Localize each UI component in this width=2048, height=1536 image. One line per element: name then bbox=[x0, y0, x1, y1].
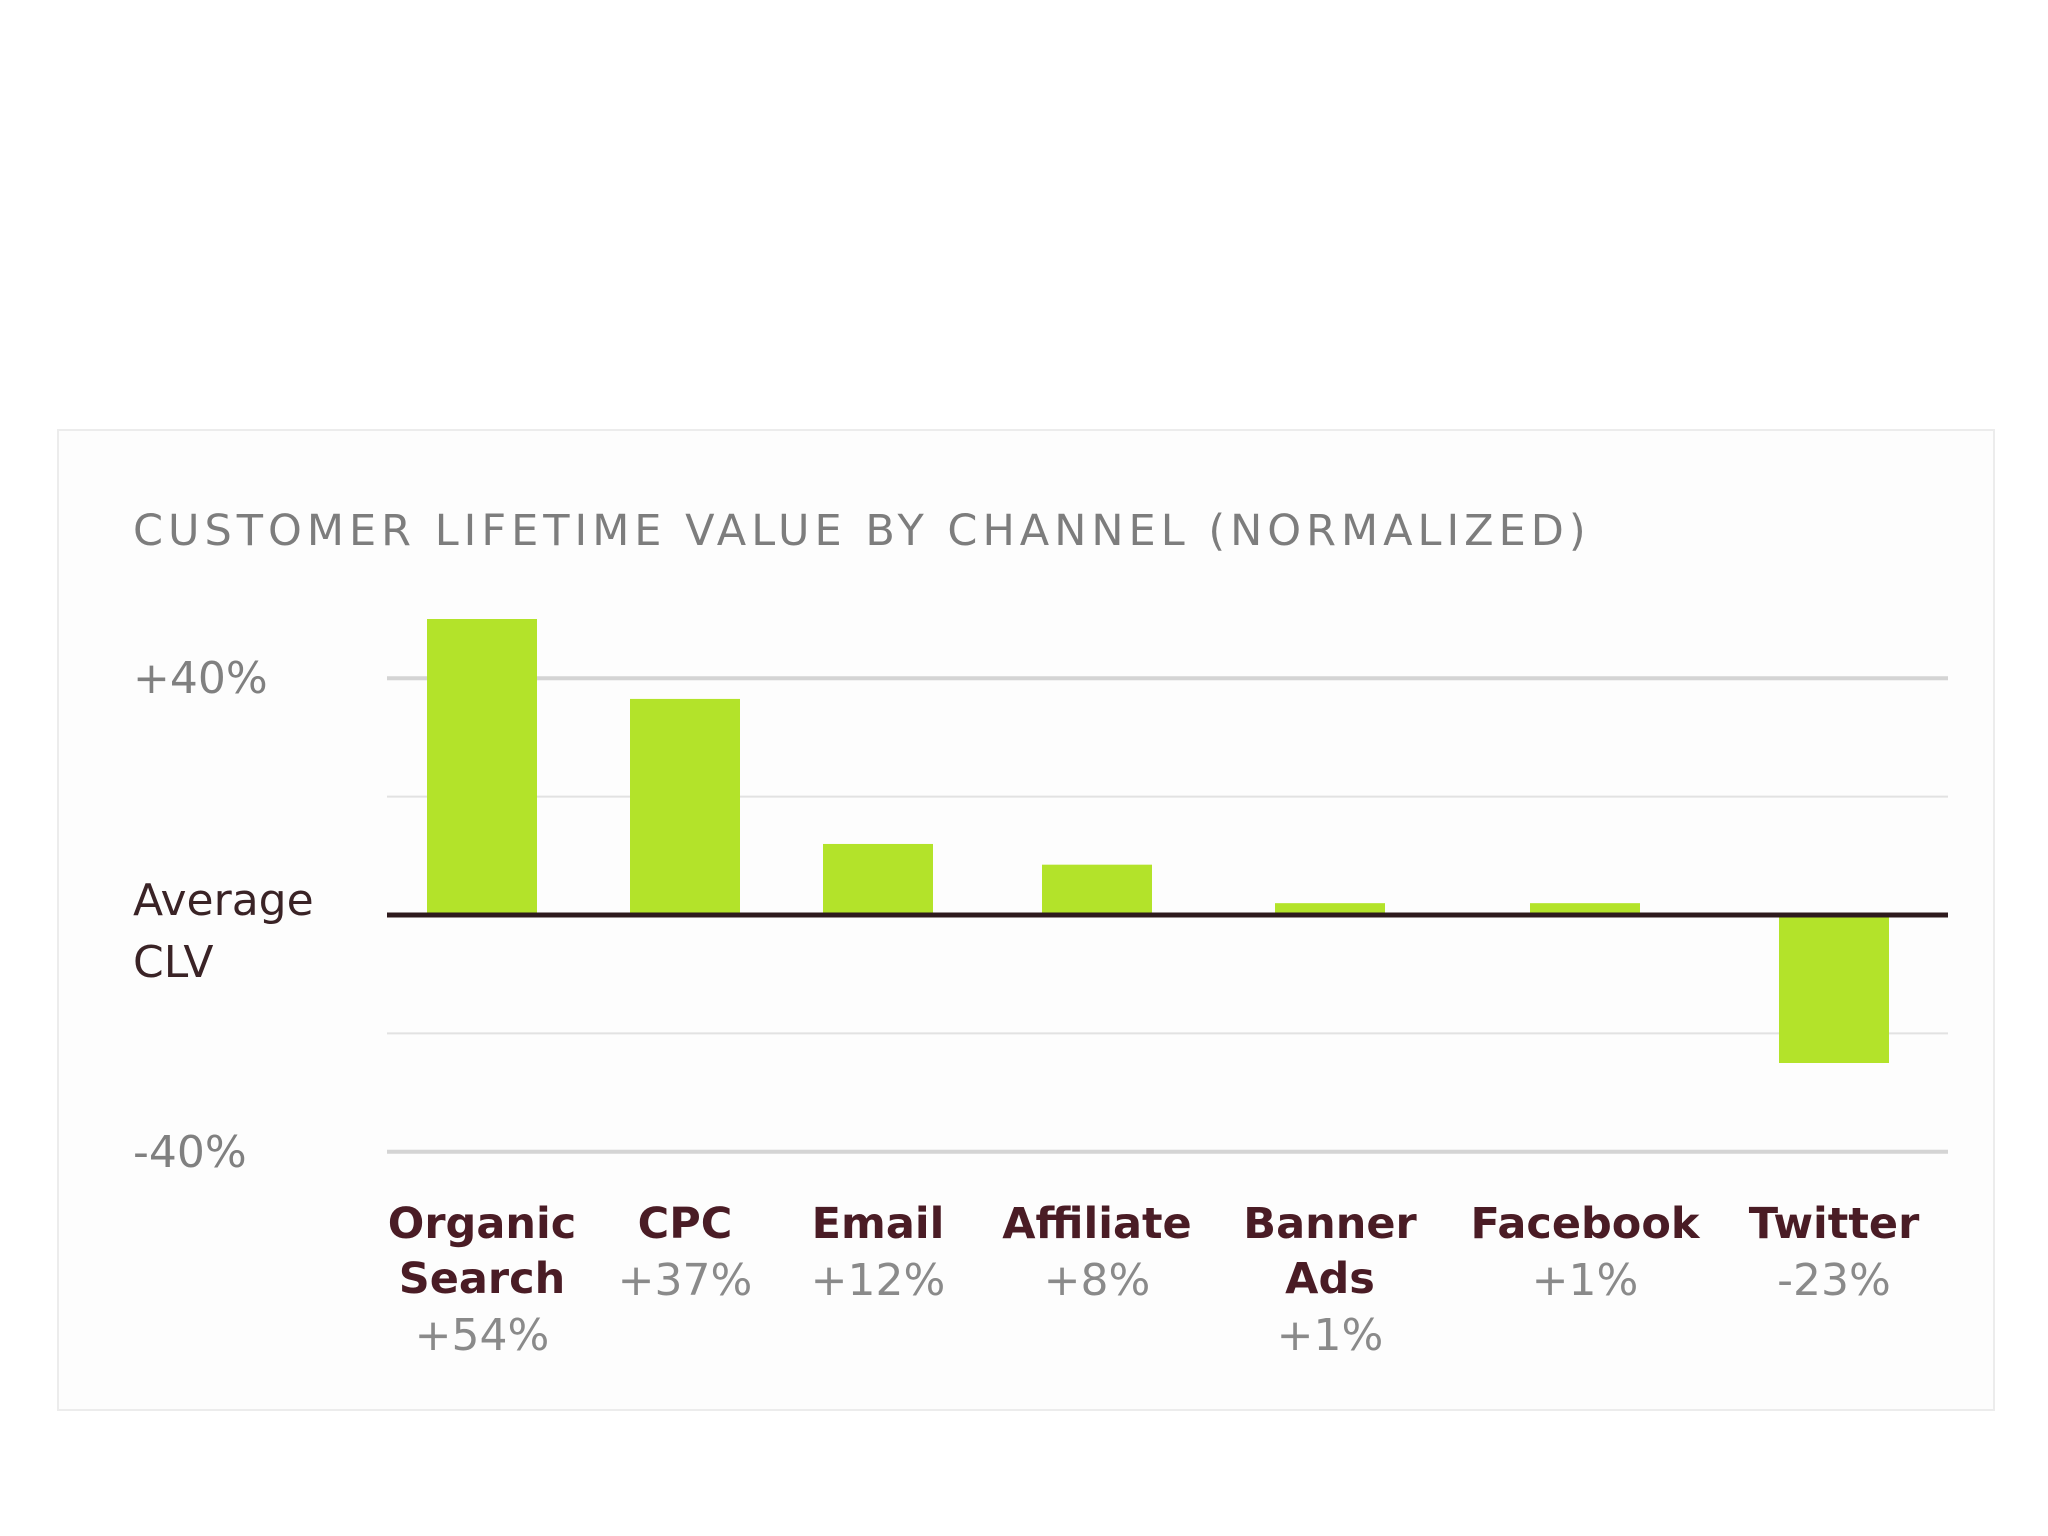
baseline-label: Average bbox=[133, 875, 314, 926]
chart-title: CUSTOMER LIFETIME VALUE BY CHANNEL (NORM… bbox=[133, 506, 1591, 556]
bar bbox=[1779, 915, 1889, 1063]
category-label: CPC bbox=[638, 1199, 733, 1249]
category-label: Twitter bbox=[1749, 1199, 1920, 1249]
bar bbox=[630, 698, 740, 915]
category-label: Search bbox=[399, 1254, 565, 1304]
value-label: -23% bbox=[1777, 1255, 1891, 1306]
value-label: +1% bbox=[1277, 1310, 1384, 1361]
category-label: Organic bbox=[388, 1199, 576, 1249]
category-label: Affiliate bbox=[1002, 1199, 1191, 1249]
value-label: +1% bbox=[1532, 1255, 1639, 1306]
bar bbox=[823, 843, 933, 915]
y-tick-label: -40% bbox=[133, 1127, 247, 1178]
category-label: Ads bbox=[1285, 1254, 1375, 1304]
category-label: Facebook bbox=[1471, 1199, 1701, 1249]
bar bbox=[1042, 864, 1152, 915]
value-label: +37% bbox=[618, 1255, 753, 1306]
category-label: Email bbox=[812, 1199, 945, 1249]
chart-card bbox=[57, 429, 1995, 1411]
value-label: +12% bbox=[811, 1255, 946, 1306]
category-label: Banner bbox=[1243, 1199, 1417, 1249]
bar bbox=[427, 619, 537, 915]
value-label: +54% bbox=[415, 1310, 550, 1361]
bar bbox=[1530, 903, 1640, 915]
bar bbox=[1275, 903, 1385, 915]
value-label: +8% bbox=[1044, 1255, 1151, 1306]
y-tick-label: +40% bbox=[133, 653, 268, 704]
baseline-label: CLV bbox=[133, 937, 214, 988]
